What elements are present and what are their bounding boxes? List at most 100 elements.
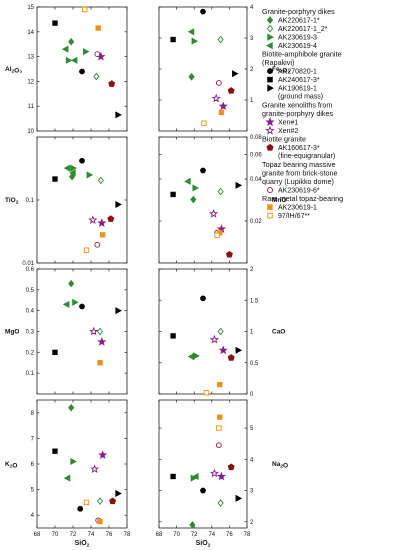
- y-tick-label: 1: [250, 98, 254, 104]
- y-tick-label: 3: [250, 36, 254, 42]
- data-point: [82, 6, 88, 13]
- y-axis-label: CaO: [272, 329, 285, 336]
- legend-marker: [266, 16, 274, 25]
- data-point: [89, 326, 99, 336]
- data-point: [218, 109, 225, 116]
- legend-note: (fine-equigranular): [278, 153, 335, 160]
- y-tick-label: 0.08: [250, 135, 262, 141]
- legend-item: AK240617-3*: [267, 76, 320, 84]
- data-point: [69, 169, 76, 177]
- legend-label: AK240617-3*: [278, 77, 320, 84]
- data-point: [62, 300, 70, 308]
- legend-item: AK220617-1_2*: [266, 24, 328, 33]
- legend-marker: [266, 143, 274, 151]
- data-point: [190, 195, 197, 204]
- y-tick-label: 0.4: [26, 309, 35, 315]
- legend-header: Granite xenoliths from: [262, 101, 332, 110]
- plot-frame: [158, 136, 248, 264]
- y-tick-label: 2: [250, 520, 254, 526]
- data-point: [232, 70, 239, 78]
- data-point: [115, 111, 122, 119]
- legend-label: AK220617-1*: [278, 18, 320, 25]
- data-point: [217, 35, 224, 44]
- data-point: [217, 414, 223, 420]
- legend-label: AK270820-1: [278, 69, 317, 76]
- y-tick-label: 0: [250, 392, 254, 398]
- plot-frame: [36, 136, 128, 264]
- data-point: [63, 474, 71, 482]
- y-tick-label: 13: [27, 55, 34, 61]
- legend-item: AK270820-1: [267, 68, 317, 76]
- data-point: [95, 25, 101, 31]
- data-point: [208, 209, 219, 218]
- data-point: [193, 352, 200, 360]
- x-tick-label: 70: [173, 532, 180, 538]
- data-point: [217, 327, 224, 336]
- x-tick-label: 72: [191, 532, 198, 538]
- data-point: [72, 298, 79, 306]
- y-tick-label: 0.04: [250, 177, 262, 183]
- data-point: [70, 164, 77, 172]
- data-point: [170, 473, 176, 480]
- y-axis-label: MgO: [5, 329, 19, 336]
- data-point: [214, 232, 220, 238]
- y-axis-label: MnO: [272, 197, 286, 204]
- data-point: [89, 464, 100, 474]
- y-axis-label: Na2O: [272, 461, 288, 470]
- data-point: [217, 381, 223, 388]
- y-tick-label: 0.5: [250, 361, 259, 367]
- y-tick-label: 0.2: [26, 350, 35, 356]
- data-point: [235, 494, 243, 502]
- plot-frame: [36, 6, 128, 132]
- legend-label: 97/IH/67**: [278, 213, 310, 220]
- data-point: [108, 80, 116, 87]
- legend-header: Topaz bearing massive: [262, 160, 336, 169]
- y-tick-label: 1.5: [250, 298, 259, 304]
- data-point: [225, 250, 233, 258]
- data-point: [70, 56, 78, 64]
- data-point: [217, 187, 224, 196]
- legend-header: Rare metal topaz-bearing: [262, 194, 343, 203]
- data-point: [61, 45, 69, 53]
- legend-header: granite-porphyry dikes: [262, 109, 334, 118]
- data-point: [227, 354, 235, 361]
- y-tick-label: 2: [250, 67, 254, 73]
- plot-frame: [158, 268, 248, 395]
- data-point: [83, 499, 90, 506]
- legend-marker: [266, 24, 274, 33]
- data-point: [94, 241, 101, 248]
- data-point: [188, 72, 195, 81]
- y-tick-label: 0.06: [250, 152, 262, 158]
- data-point: [68, 403, 75, 412]
- plot-frame: [158, 399, 248, 529]
- legend-label: AK160617-3*: [278, 145, 320, 152]
- data-point: [98, 450, 108, 459]
- y-axis-label: K2O: [5, 461, 17, 470]
- legend-marker: [267, 33, 274, 41]
- data-point: [88, 215, 98, 225]
- x-axis-label: SiO2: [196, 540, 211, 549]
- data-point: [52, 448, 58, 454]
- data-point: [189, 521, 196, 529]
- y-tick-label: 10: [27, 129, 34, 135]
- data-point: [82, 48, 90, 56]
- data-point: [170, 191, 176, 198]
- legend-header: Biotite-amphibole granite: [262, 50, 342, 59]
- legend-item: AK160617-3*: [266, 143, 320, 152]
- legend-marker: [265, 125, 275, 135]
- data-point: [96, 497, 104, 505]
- data-point: [68, 37, 75, 46]
- legend-marker: [265, 117, 275, 127]
- data-point: [97, 518, 103, 525]
- data-point: [227, 463, 235, 471]
- data-point: [235, 181, 243, 189]
- y-tick-label: 14: [27, 30, 34, 36]
- data-point: [209, 334, 220, 344]
- x-tick-label: 68: [156, 532, 163, 538]
- data-point: [109, 497, 117, 505]
- x-tick-label: 68: [34, 532, 41, 538]
- x-tick-label: 78: [124, 532, 131, 538]
- data-point: [215, 442, 222, 449]
- x-tick-label: 78: [244, 532, 251, 538]
